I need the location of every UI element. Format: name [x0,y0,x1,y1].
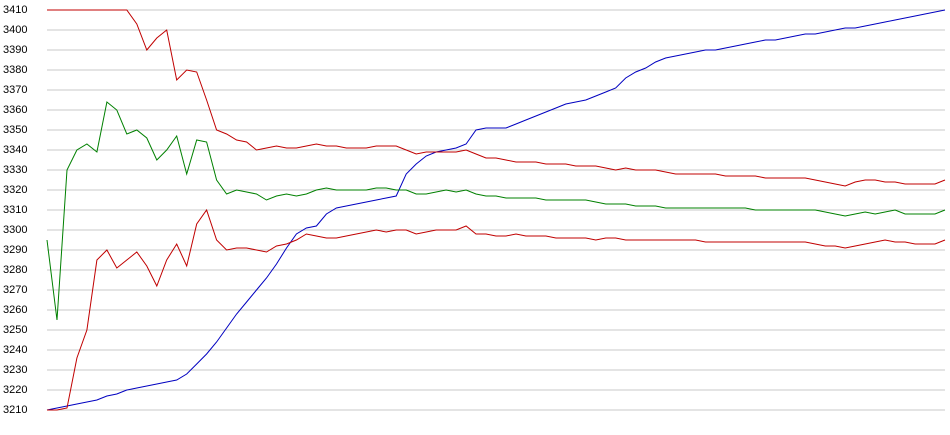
y-tick-label: 3210 [3,404,27,416]
y-tick-label: 3300 [3,224,27,236]
y-tick-label: 3390 [3,44,27,56]
y-tick-label: 3360 [3,104,27,116]
y-tick-label: 3410 [3,4,27,16]
y-tick-label: 3270 [3,284,27,296]
y-tick-label: 3350 [3,124,27,136]
y-tick-label: 3380 [3,64,27,76]
y-tick-label: 3370 [3,84,27,96]
y-tick-label: 3250 [3,324,27,336]
y-tick-label: 3330 [3,164,27,176]
series-line [47,9,946,187]
y-tick-label: 3320 [3,184,27,196]
y-tick-label: 3240 [3,344,27,356]
series-line [46,9,946,411]
y-tick-label: 3230 [3,364,27,376]
series-line [46,101,946,321]
y-tick-label: 3310 [3,204,27,216]
y-tick-label: 3280 [3,264,27,276]
series-line [47,208,946,411]
y-tick-label: 3220 [3,384,27,396]
y-tick-label: 3340 [3,144,27,156]
y-tick-label: 3400 [3,24,27,36]
y-tick-label: 3260 [3,304,27,316]
y-tick-label: 3290 [3,244,27,256]
